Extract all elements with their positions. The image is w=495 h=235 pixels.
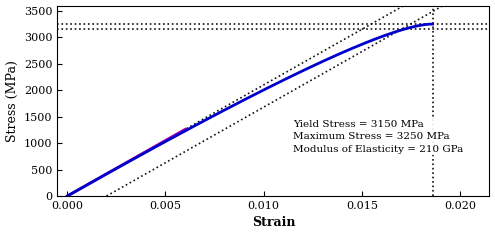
X-axis label: Strain: Strain: [252, 216, 295, 229]
Y-axis label: Stress (MPa): Stress (MPa): [5, 60, 18, 142]
Text: Yield Stress = 3150 MPa
Maximum Stress = 3250 MPa
Modulus of Elasticity = 210 GP: Yield Stress = 3150 MPa Maximum Stress =…: [293, 120, 463, 154]
